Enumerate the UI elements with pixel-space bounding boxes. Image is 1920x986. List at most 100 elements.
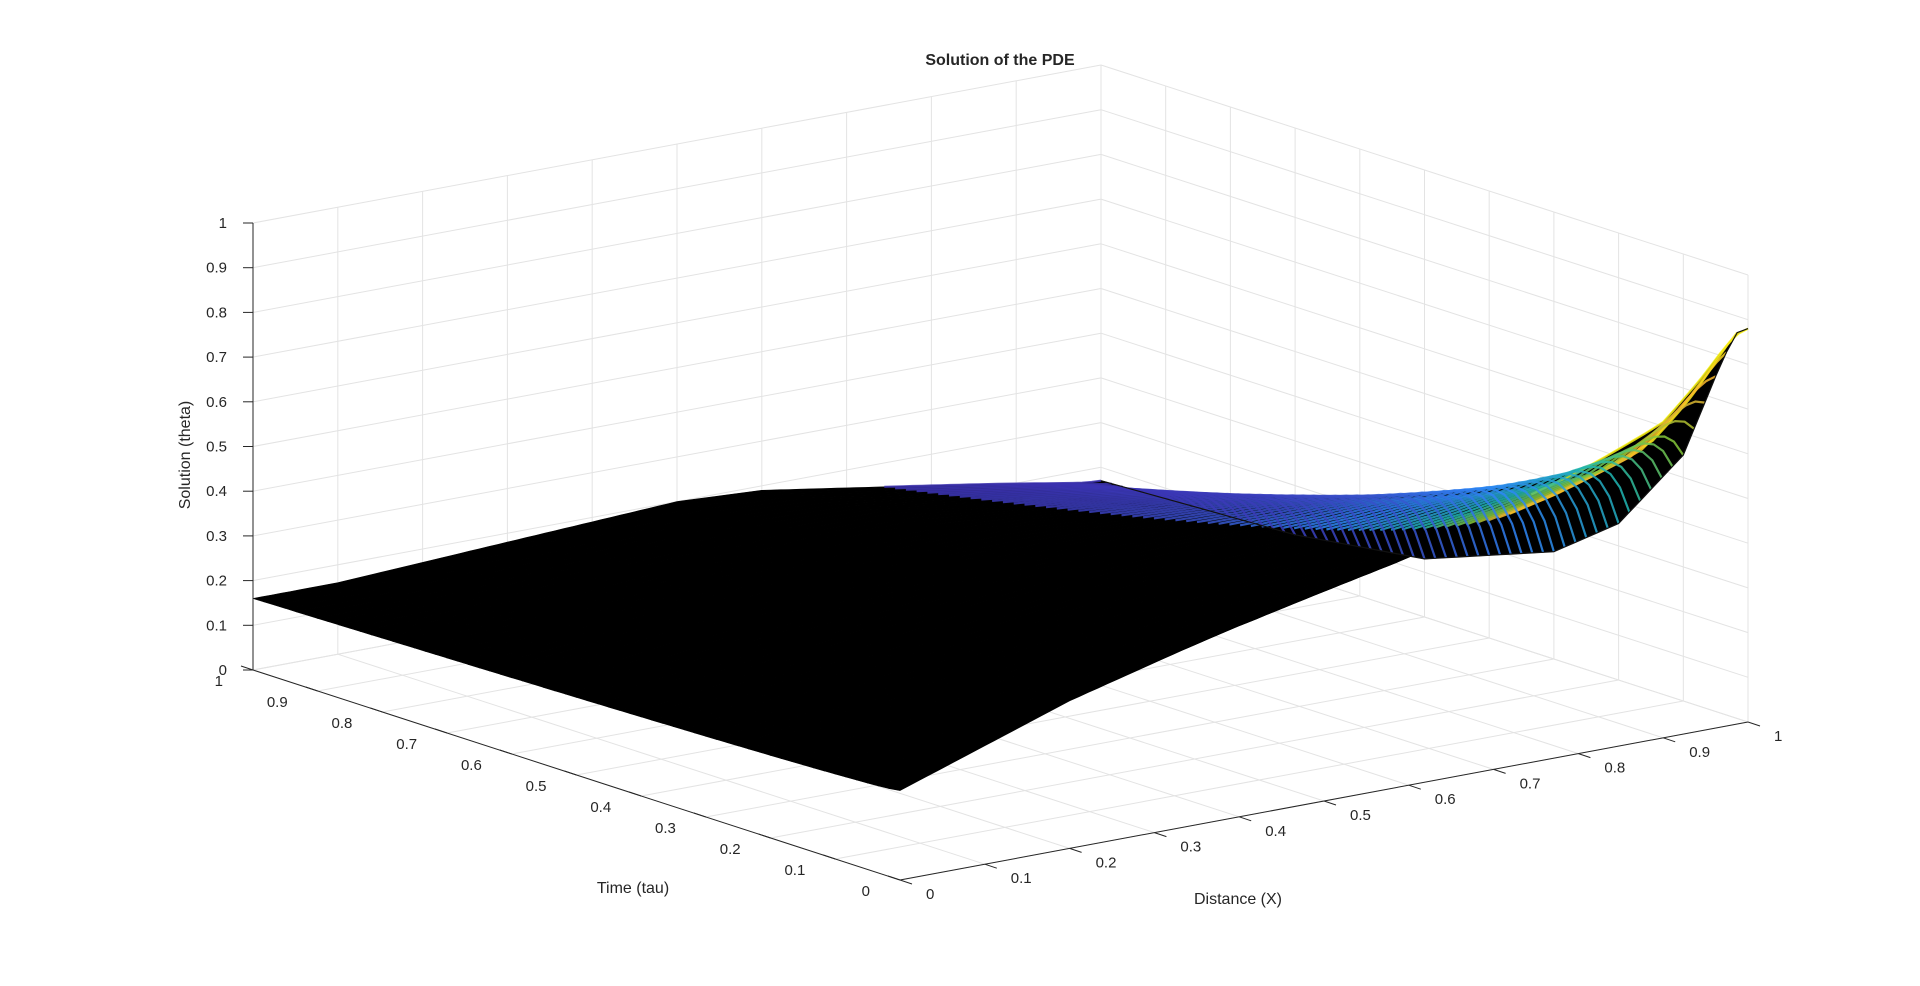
x-tick-label: 0.9 <box>1689 744 1710 761</box>
surface-contour-line <box>1056 492 1275 530</box>
surface-contour-line <box>1261 491 1480 557</box>
z-tick-label: 0.2 <box>206 573 227 590</box>
surface-contour-line <box>1379 475 1599 534</box>
z-tick-label: 0.8 <box>206 304 227 321</box>
x-tick-mark <box>1578 753 1591 759</box>
tau-tick-mark <box>434 728 448 734</box>
gridline-z <box>1100 64 1749 276</box>
gridline-z <box>1100 153 1749 365</box>
surface-contour-line <box>1089 493 1307 538</box>
surface-contour-line <box>1218 493 1437 559</box>
x-tick-mark <box>1239 816 1252 822</box>
surface-contour-line <box>1466 435 1685 526</box>
tau-tick-label: 0.2 <box>720 841 741 858</box>
surface-contour-line <box>1164 494 1383 552</box>
surface-contour-line <box>1024 490 1243 521</box>
surface-contour-line <box>1530 327 1749 496</box>
x-tick-label: 0.5 <box>1350 807 1371 824</box>
z-tick-label: 0.6 <box>206 394 227 411</box>
tau-tick-mark <box>499 749 512 755</box>
gridline-z <box>252 64 1102 224</box>
x-tick-mark <box>1154 832 1167 838</box>
surface-contour-line <box>1186 494 1404 556</box>
surface-contour-line <box>1013 490 1232 518</box>
x-tick-label: 0.3 <box>1180 839 1201 856</box>
surface-contour-line <box>1390 473 1609 531</box>
gridline-z <box>1100 109 1749 321</box>
x-tick-mark <box>1408 784 1421 790</box>
surface-contour-line <box>1423 460 1642 530</box>
x-tick-label: 0.2 <box>1096 854 1117 871</box>
tau-tick-label: 0.4 <box>590 799 611 816</box>
surface-contour-line <box>1433 454 1652 529</box>
surface-contour-line <box>1002 489 1221 515</box>
tau-tick-label: 0.9 <box>267 694 288 711</box>
surface-contour-line <box>1326 485 1545 553</box>
y-axis-label: Time (tau) <box>597 880 669 897</box>
tau-tick-label: 0.1 <box>784 862 805 879</box>
z-tick-label: 0.5 <box>206 439 227 456</box>
z-tick-label: 0.1 <box>206 617 227 634</box>
surface-contour-line <box>1315 486 1534 554</box>
surface-contour-line <box>981 488 1199 509</box>
gridline-z <box>252 243 1102 403</box>
tau-tick-label: 0.8 <box>332 715 353 732</box>
z-tick-label: 0.4 <box>206 483 227 500</box>
x-tick-mark <box>899 879 913 885</box>
x-tick-mark <box>1663 737 1676 743</box>
surface-contour-line <box>1369 478 1588 538</box>
x-tick-mark <box>984 863 997 869</box>
tau-tick-mark <box>305 686 318 692</box>
x-tick-label: 0.8 <box>1604 760 1625 777</box>
gridline-z <box>1100 198 1749 410</box>
surface-contour-line <box>884 479 1102 488</box>
tau-tick-label: 0.6 <box>461 757 482 774</box>
tau-tick-label: 0.5 <box>526 778 547 795</box>
surface-edge <box>1100 328 1749 560</box>
surface-contour-line <box>1142 494 1361 548</box>
surface-contour-line <box>1099 493 1318 540</box>
z-tick-label: 0.9 <box>206 260 227 277</box>
gridline-z <box>252 109 1102 269</box>
x-tick-label: 0.1 <box>1011 870 1032 887</box>
surface-contour-line <box>1153 494 1372 550</box>
gridline-z <box>252 153 1102 313</box>
x-tick-mark <box>1323 800 1337 806</box>
surface-contour-line <box>1347 482 1566 548</box>
chart-title: Solution of the PDE <box>925 52 1075 69</box>
surface-contour-line <box>1444 448 1663 528</box>
x-tick-label: 0 <box>926 886 934 903</box>
x-tick-label: 1 <box>1774 728 1782 745</box>
tau-tick-label: 0.7 <box>396 736 417 753</box>
x-tick-mark <box>1069 847 1082 853</box>
surface-contour-line <box>895 482 1112 490</box>
surface-mesh <box>252 327 1749 791</box>
tau-tick-label: 0.3 <box>655 820 676 837</box>
z-tick-label: 0.7 <box>206 349 227 366</box>
surface-contour-line <box>992 489 1210 512</box>
surface-contour-line <box>1304 488 1523 554</box>
surface-contour-line <box>1035 491 1253 524</box>
tau-tick-label: 0 <box>862 883 870 900</box>
tau-tick-mark <box>370 707 383 713</box>
tau-tick-mark <box>887 875 901 881</box>
surface-contour-line <box>1455 442 1674 527</box>
axis-ticks: 0 0.1 0.2 0.3 0.4 0.5 0.6 0.7 0.8 0.9 1 0 0.1 0.2 0.3 0… <box>206 215 1782 903</box>
tau-tick-mark <box>758 833 771 839</box>
tau-tick-mark <box>240 665 254 671</box>
x-tick-mark <box>1747 721 1761 727</box>
x-tick-label: 0.7 <box>1520 775 1541 792</box>
tau-tick-mark <box>693 812 707 818</box>
surface-contour-line <box>1175 494 1394 554</box>
surface-contour-line <box>1401 470 1620 531</box>
surface-contour-line <box>1412 465 1631 531</box>
surface-contour-line <box>1336 484 1555 553</box>
z-tick-label: 1 <box>219 215 227 232</box>
surface-contour-line <box>1207 494 1426 560</box>
tau-tick-mark <box>564 770 577 776</box>
tau-tick-label: 1 <box>215 673 223 690</box>
tau-tick-mark <box>629 791 642 797</box>
tau-tick-mark <box>823 854 836 860</box>
surface-contour-line <box>1196 494 1415 558</box>
